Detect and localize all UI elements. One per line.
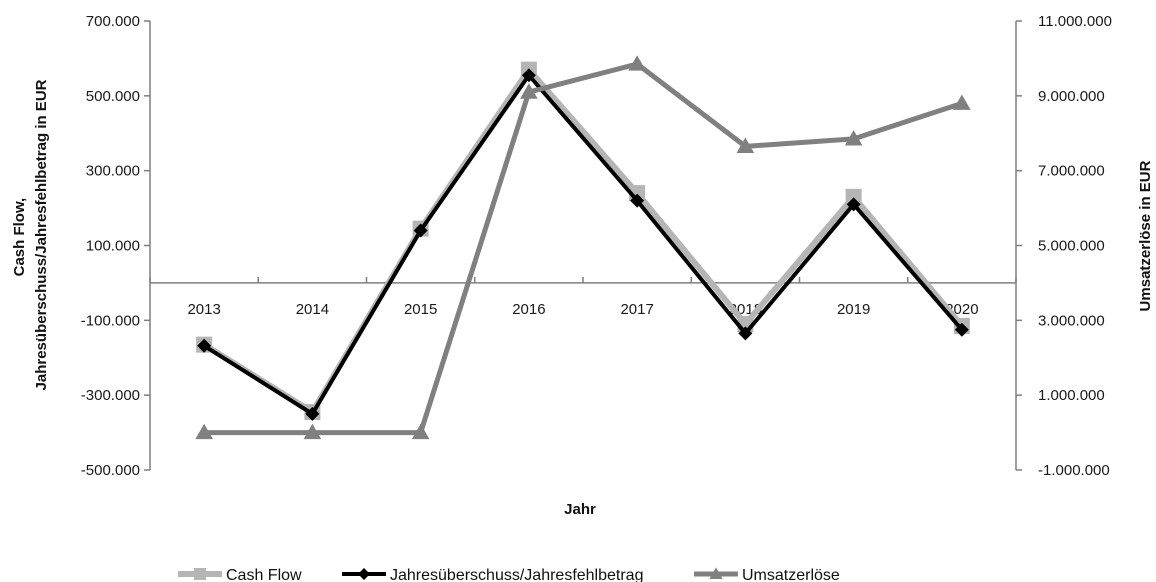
left-tick-label: 300.000 (86, 163, 140, 180)
data-point (630, 193, 645, 208)
left-tick-label: -100.000 (81, 312, 140, 329)
x-tick-label: 2015 (404, 301, 437, 318)
data-point (413, 223, 428, 238)
left-tick-label: 700.000 (86, 13, 140, 30)
left-tick-label: -500.000 (81, 462, 140, 479)
data-point (411, 423, 430, 440)
x-tick-label: 2013 (187, 301, 220, 318)
data-point (844, 130, 863, 146)
data-point (846, 197, 861, 212)
left-axis-ticks: 700.000 500.000 300.000 100.000 -100.000 -300… (81, 13, 150, 479)
x-axis-title: Jahr (564, 501, 596, 518)
legend-marker (194, 568, 206, 580)
data-point (736, 137, 755, 153)
x-tick-label: 2019 (837, 301, 870, 318)
data-point (953, 94, 971, 110)
x-tick-label: 2014 (296, 301, 329, 318)
data-point (305, 406, 320, 421)
right-tick-label: 1.000.000 (1038, 387, 1105, 404)
x-tick-label: 2016 (512, 301, 545, 318)
legend-item: Cash Flow (178, 567, 302, 582)
data-point (954, 322, 969, 337)
right-tick-label: -1.000.000 (1038, 462, 1110, 479)
legend-marker (358, 568, 370, 580)
series-layer (195, 55, 971, 440)
right-tick-label: 9.000.000 (1038, 88, 1105, 105)
series-line (202, 66, 965, 416)
right-tick-label: 11.000.000 (1038, 13, 1112, 30)
data-point (520, 83, 538, 99)
series-line (203, 73, 964, 416)
left-tick-label: 100.000 (86, 238, 140, 255)
legend-item: Jahresüberschuss/Jahresfehlbetrag (342, 567, 643, 582)
data-point (303, 423, 322, 440)
legend-marker (709, 567, 723, 579)
legend-item: Umsatzerlöse (694, 567, 840, 582)
left-tick-label: 500.000 (86, 88, 140, 105)
legend-label: Cash Flow (226, 567, 302, 582)
left-axis-title: Cash Flow, Jahresüberschuss/Jahresfehlbe… (11, 79, 50, 390)
data-point (845, 188, 862, 205)
series-umsatzerl-se (195, 55, 971, 440)
left-axis-title-line-2: Jahresüberschuss/Jahresfehlbetrag in EUR (33, 79, 50, 390)
data-point (197, 338, 212, 353)
axes (149, 21, 1017, 470)
right-tick-label: 5.000.000 (1038, 238, 1105, 255)
right-axis-ticks: 11.000.000 9.000.000 7.000.000 5.000.000 3.0… (1016, 13, 1112, 479)
data-point (628, 55, 646, 71)
legend-label: Umsatzerlöse (742, 567, 840, 582)
series-jahres-berschuss-jahresfehlbetrag (197, 68, 969, 421)
data-point (738, 326, 753, 341)
left-tick-label: -300.000 (81, 387, 140, 404)
data-point (195, 423, 213, 440)
legend-label: Jahresüberschuss/Jahresfehlbetrag (390, 567, 643, 582)
right-axis-title: Umsatzerlöse in EUR (1137, 160, 1154, 311)
right-tick-label: 3.000.000 (1038, 312, 1105, 329)
left-axis-title-line-1: Cash Flow, (11, 198, 28, 277)
x-tick-label: 2017 (620, 301, 653, 318)
series-line (204, 61, 963, 436)
legend: Cash Flow Jahresüberschuss/Jahresfehlbetr… (178, 567, 840, 582)
right-tick-label: 7.000.000 (1038, 163, 1105, 180)
data-point (521, 68, 536, 83)
series-cash-flow (196, 61, 970, 421)
